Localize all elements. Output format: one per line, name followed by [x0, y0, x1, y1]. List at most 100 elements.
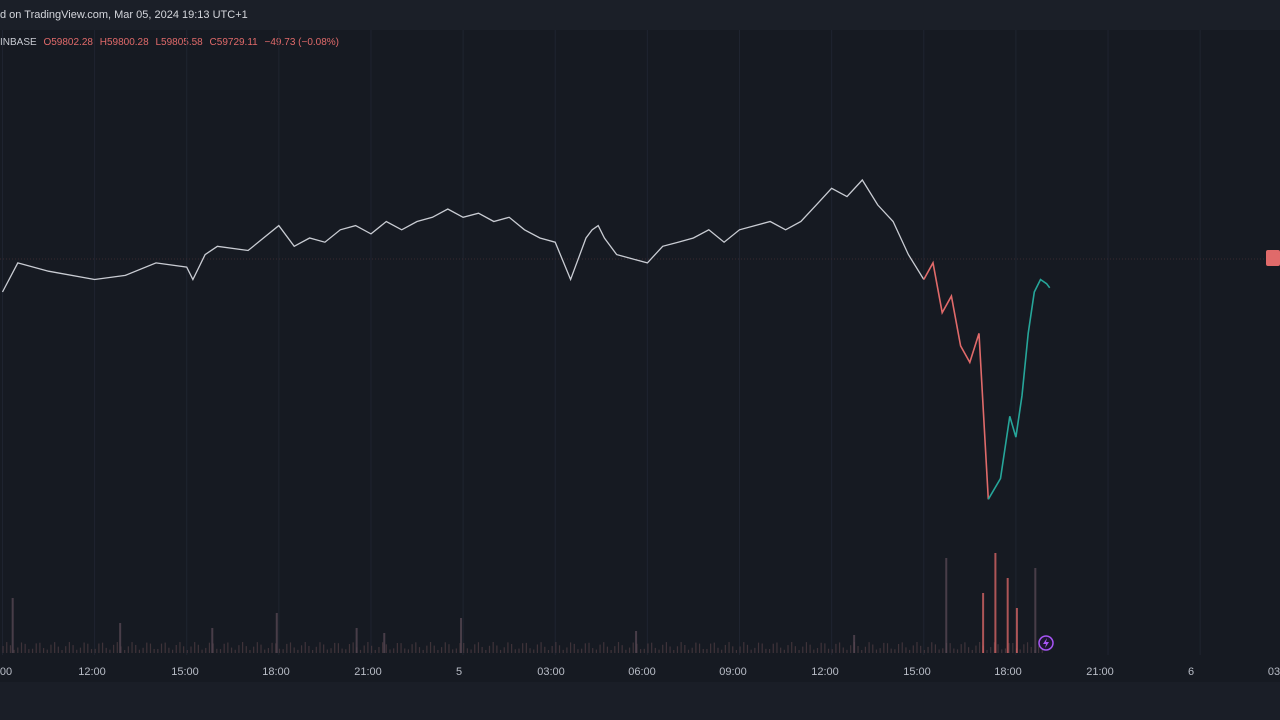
volume-bar: [809, 644, 811, 653]
volume-bar: [783, 649, 785, 653]
volume-bar: [260, 644, 262, 653]
high-value: H59800.28: [99, 37, 149, 48]
volume-bar: [131, 642, 133, 653]
x-tick-label: 12:00: [811, 666, 839, 678]
volume-bar: [404, 648, 406, 653]
volume-bar: [606, 646, 609, 653]
volume-bar: [805, 642, 808, 653]
volume-bar: [953, 648, 955, 653]
volume-bar: [993, 642, 995, 653]
volume-bar: [219, 649, 222, 653]
volume-bar: [253, 646, 255, 653]
volume-spike: [635, 631, 638, 653]
volume-bar: [153, 648, 155, 653]
volume-bar: [662, 644, 664, 653]
volume-bar: [743, 642, 745, 653]
volume-bar: [787, 645, 789, 653]
volume-bar: [448, 644, 450, 653]
volume-bar: [562, 649, 564, 653]
volume-bar: [400, 643, 402, 653]
volume-bar: [308, 645, 310, 653]
volume-bar: [68, 642, 70, 653]
volume-bar: [116, 642, 118, 653]
volume-bar: [13, 649, 15, 653]
volume-bar: [289, 642, 292, 653]
volume-bar: [466, 648, 468, 653]
volume-bar: [691, 647, 693, 653]
volume-bar: [588, 642, 590, 653]
volume-bar: [256, 642, 258, 653]
volume-bar: [839, 642, 841, 653]
volume-bar: [24, 643, 26, 653]
volume-bar: [2, 646, 4, 653]
volume-bar: [42, 648, 45, 653]
volume-bar: [632, 642, 634, 653]
open-value: O59802.28: [43, 37, 93, 48]
volume-spike: [355, 628, 358, 653]
volume-bar: [894, 649, 896, 653]
close-value: C59729.11: [209, 37, 258, 48]
volume-bar: [640, 649, 642, 653]
low-value: L59805.58: [155, 37, 203, 48]
volume-bar: [746, 644, 749, 653]
volume-bar: [300, 645, 303, 653]
volume-bar: [713, 642, 715, 653]
volume-bar: [931, 642, 933, 653]
volume-bar: [595, 649, 597, 653]
volume-spike: [119, 623, 122, 653]
volume-bar: [429, 642, 432, 653]
x-tick-label: 18:00: [994, 666, 1022, 678]
volume-bar: [223, 643, 225, 653]
volume-bar: [105, 647, 107, 653]
volume-bar: [610, 649, 612, 653]
price-line: [1, 178, 925, 293]
volume-bar: [293, 647, 295, 653]
volume-bar: [525, 642, 527, 653]
volume-bar: [171, 649, 174, 653]
volume-bar: [444, 642, 446, 653]
event-marker-group: [1038, 635, 1054, 651]
volume-bar: [511, 644, 513, 653]
volume-bar: [72, 645, 74, 653]
volume-bar: [46, 649, 48, 653]
volume-bar: [934, 644, 937, 653]
volume-bar: [326, 649, 328, 653]
volume-bar: [470, 649, 472, 653]
volume-bar: [315, 646, 317, 653]
volume-bar: [79, 647, 82, 653]
volume-bar: [481, 646, 483, 653]
volume-bar: [352, 642, 354, 653]
ohlc-legend: INBASE O59802.28 H59800.28 L59805.58 C59…: [0, 37, 343, 48]
volume-bar: [566, 647, 568, 653]
volume-bar: [518, 648, 520, 653]
x-tick-label: 09:00: [719, 666, 747, 678]
volume-bar: [271, 642, 273, 653]
volume-bar: [17, 647, 19, 653]
volume-bar: [920, 645, 922, 653]
volume-bar: [9, 645, 12, 653]
volume-bar: [938, 649, 940, 653]
volume-bar: [378, 646, 380, 653]
volume-bar: [113, 644, 115, 653]
x-tick-label: 03: [1268, 666, 1280, 678]
volume-bar: [617, 642, 620, 653]
volume-bar: [485, 649, 487, 653]
volume-bar: [35, 643, 37, 653]
volume-bar: [717, 647, 719, 653]
volume-bar: [57, 646, 59, 653]
volume-bar: [680, 642, 682, 653]
price-line-group: [1, 178, 1051, 500]
volume-bar: [234, 649, 236, 653]
volume-bar: [706, 648, 708, 653]
volume-spike: [1006, 578, 1009, 653]
volume-bar: [990, 647, 992, 653]
volume-bar: [1012, 643, 1014, 653]
volume-bar: [216, 648, 218, 653]
volume-bar: [267, 648, 269, 653]
volume-bar: [625, 649, 627, 653]
volume-bar: [890, 648, 892, 653]
volume-bar: [433, 645, 435, 653]
volume-spike: [460, 618, 463, 653]
volume-spike: [211, 628, 214, 653]
